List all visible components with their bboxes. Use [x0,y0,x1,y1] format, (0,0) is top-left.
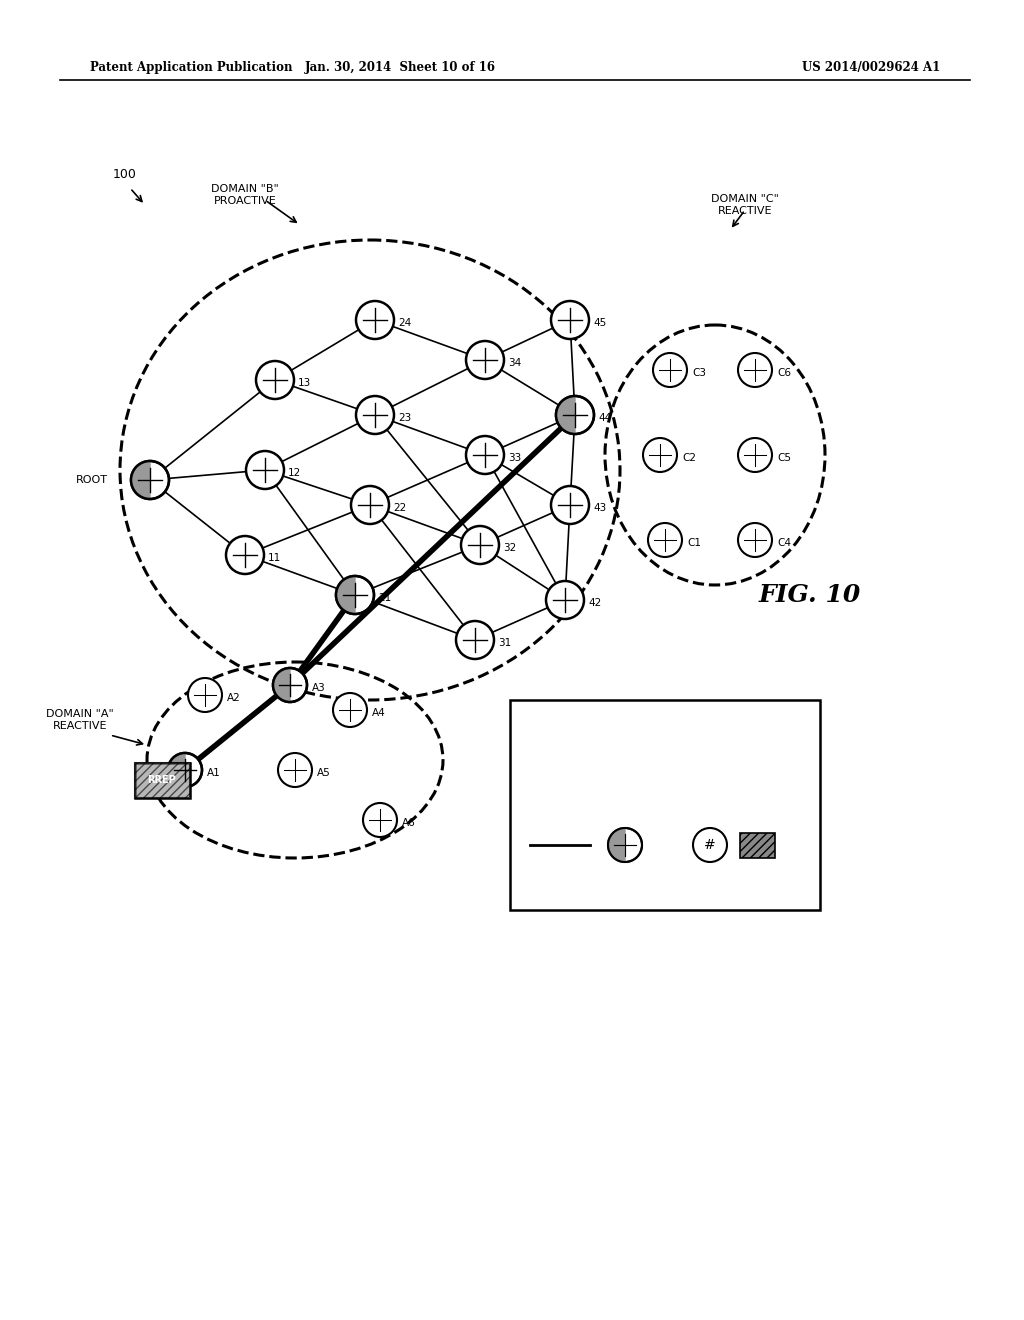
Circle shape [333,693,367,727]
Circle shape [246,451,284,488]
Text: 44: 44 [598,413,611,422]
Text: 24: 24 [398,318,412,327]
Text: 21: 21 [378,593,391,603]
Text: LINKS 105: LINKS 105 [534,719,587,730]
Text: 34: 34 [508,358,521,368]
Bar [510,700,820,909]
Text: C6: C6 [777,368,791,378]
Text: DEVICE 200: DEVICE 200 [529,760,591,770]
Circle shape [466,436,504,474]
Text: 100: 100 [113,169,137,181]
Circle shape [551,486,589,524]
Circle shape [738,438,772,473]
Circle shape [356,301,394,339]
Circle shape [466,341,504,379]
Circle shape [336,576,374,614]
Bar [134,763,189,797]
Circle shape [278,752,312,787]
Circle shape [738,352,772,387]
Text: C3: C3 [692,368,706,378]
Text: 13: 13 [298,378,311,388]
Polygon shape [168,752,185,787]
Circle shape [168,752,202,787]
Text: 45: 45 [593,318,606,327]
Circle shape [256,360,294,399]
Circle shape [461,525,499,564]
Text: #: # [705,838,716,851]
Text: Jan. 30, 2014  Sheet 10 of 16: Jan. 30, 2014 Sheet 10 of 16 [304,62,496,74]
Text: C2: C2 [682,453,696,463]
Bar [134,763,189,797]
Circle shape [362,803,397,837]
Bar [740,833,775,858]
Text: 43: 43 [593,503,606,513]
Text: DOMAIN "A"
REACTIVE: DOMAIN "A" REACTIVE [46,709,114,731]
Polygon shape [273,668,290,702]
Text: C1: C1 [687,539,701,548]
Text: MULTICAST
HEADER: MULTICAST HEADER [686,754,743,776]
Text: A5: A5 [317,768,331,777]
Polygon shape [608,828,625,862]
Polygon shape [131,461,150,499]
Text: FIG. 10: FIG. 10 [759,583,861,607]
Polygon shape [336,576,355,614]
Circle shape [608,828,642,862]
Text: 11: 11 [268,553,282,564]
Text: A3: A3 [312,682,326,693]
Circle shape [643,438,677,473]
Text: 12: 12 [288,469,301,478]
Text: ROOT: ROOT [76,475,108,484]
Circle shape [226,536,264,574]
Text: A6: A6 [402,818,416,828]
Text: RREP: RREP [147,775,176,785]
Text: DUAL NODE: DUAL NODE [684,719,746,730]
Circle shape [131,461,169,499]
Text: A4: A4 [372,708,386,718]
Circle shape [356,396,394,434]
Circle shape [551,301,589,339]
Text: 32: 32 [503,543,516,553]
Text: C5: C5 [777,453,791,463]
Text: Patent Application Publication: Patent Application Publication [90,62,293,74]
Text: A1: A1 [207,768,221,777]
Circle shape [188,678,222,711]
Text: US 2014/0029624 A1: US 2014/0029624 A1 [802,62,940,74]
Text: 42: 42 [588,598,601,609]
Circle shape [556,396,594,434]
Circle shape [738,523,772,557]
Polygon shape [556,396,575,434]
Circle shape [351,486,389,524]
Text: 31: 31 [498,638,511,648]
Circle shape [546,581,584,619]
Text: DOMAIN "C"
REACTIVE: DOMAIN "C" REACTIVE [711,194,779,216]
Text: 33: 33 [508,453,521,463]
Circle shape [648,523,682,557]
Text: 22: 22 [393,503,407,513]
Text: DOMAIN "B"
PROACTIVE: DOMAIN "B" PROACTIVE [211,183,279,206]
Text: C4: C4 [777,539,791,548]
Text: #: # [703,840,717,854]
Text: 23: 23 [398,413,412,422]
Circle shape [273,668,307,702]
Text: A2: A2 [227,693,241,704]
Circle shape [693,828,727,862]
Circle shape [456,620,494,659]
Circle shape [653,352,687,387]
